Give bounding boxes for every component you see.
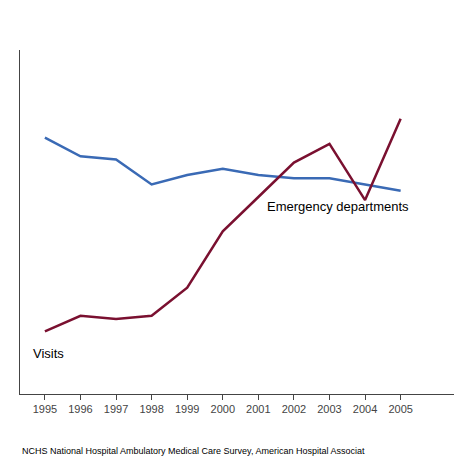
svg-text:1999: 1999 [175,403,199,415]
svg-text:1997: 1997 [104,403,128,415]
svg-text:2003: 2003 [317,403,341,415]
svg-text:Visits: Visits [33,346,64,361]
svg-text:1996: 1996 [68,403,92,415]
svg-text:2001: 2001 [246,403,270,415]
svg-text:Emergency departments: Emergency departments [267,199,409,214]
svg-text:2002: 2002 [282,403,306,415]
svg-text:2004: 2004 [353,403,377,415]
svg-text:1995: 1995 [33,403,57,415]
svg-text:2000: 2000 [211,403,235,415]
svg-text:1998: 1998 [139,403,163,415]
svg-text:2005: 2005 [388,403,412,415]
svg-text:NCHS National Hospital Ambulat: NCHS National Hospital Ambulatory Medica… [22,446,365,456]
